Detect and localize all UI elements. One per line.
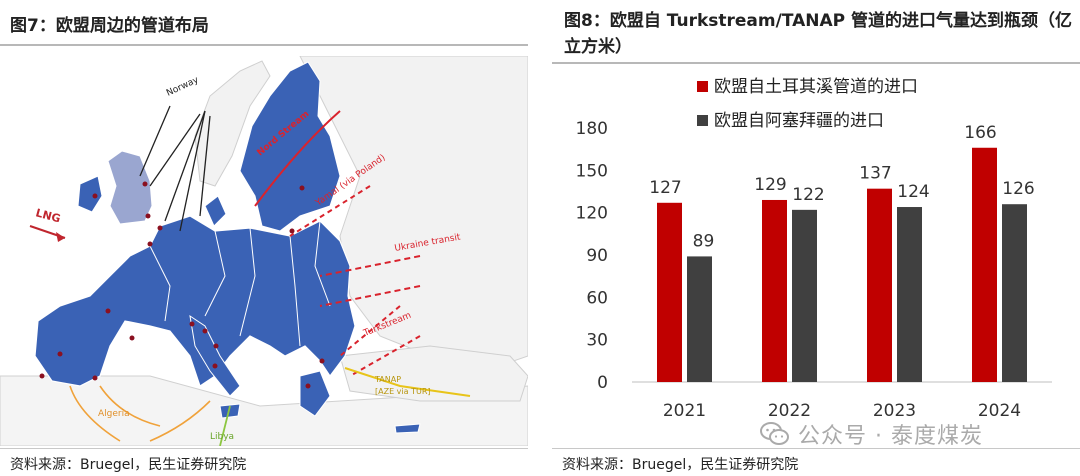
label-algeria: Algeria (98, 409, 130, 419)
data-label: 89 (693, 231, 715, 251)
bar-azerbaijan (897, 207, 922, 382)
turkey-landmass (339, 345, 528, 402)
left-figure-panel: 图7：欧盟周边的管道布局 (0, 0, 528, 476)
y-tick-label: 90 (586, 246, 608, 266)
lng-terminals (39, 181, 325, 389)
y-tick-label: 0 (597, 373, 608, 393)
europe-map-svg: Norway Nord Stream Yamal (via Poland) Uk… (0, 56, 528, 446)
algeria-pipelines (69, 385, 211, 442)
legend-swatch (697, 81, 708, 92)
europe-pipeline-map: Norway Nord Stream Yamal (via Poland) Uk… (0, 56, 528, 446)
bar-azerbaijan (687, 256, 712, 382)
bar-turkstream (657, 202, 682, 382)
label-libya: Libya (210, 432, 234, 442)
bar-turkstream (972, 147, 997, 382)
legend-swatch (697, 115, 708, 126)
right-source: 资料来源：Bruegel，民生证券研究院 (562, 457, 799, 473)
lng-arrowhead (56, 232, 65, 242)
data-label: 137 (859, 164, 891, 184)
data-label: 127 (649, 178, 681, 198)
crete (394, 423, 421, 434)
bar-azerbaijan (1002, 204, 1027, 382)
wechat-icon (760, 421, 790, 447)
data-label: 126 (1002, 179, 1034, 199)
label-tanap-2: [AZE via TUR] (375, 387, 431, 396)
label-lng: LNG (34, 206, 62, 225)
x-tick-label: 2021 (663, 401, 706, 421)
label-tanap-1: TANAP (374, 375, 401, 384)
norway-pipelines (139, 105, 211, 232)
red-pipelines (254, 110, 421, 377)
denmark (204, 195, 227, 227)
y-tick-label: 150 (576, 161, 608, 181)
y-tick-label: 30 (586, 331, 608, 351)
right-source-rule (552, 448, 1080, 449)
data-label: 122 (792, 185, 824, 205)
y-tick-label: 60 (586, 288, 608, 308)
bar-turkstream (762, 199, 787, 382)
libya-pipeline (219, 405, 231, 446)
y-tick-label: 180 (576, 119, 608, 139)
right-figure-panel: 图8：欧盟自 Turkstream/TANAP 管道的进口气量达到瓶颈（亿立方米… (552, 0, 1080, 476)
left-figure-title: 图7：欧盟周边的管道布局 (10, 16, 209, 36)
bar-chart-svg: 0 30 60 90 120 150 180 127 89 2021 129 122 2022 137 12… (576, 77, 1052, 421)
uk-landmass (107, 150, 153, 225)
bar-chart: 0 30 60 90 120 150 180 127 89 2021 129 122 2022 137 12… (576, 77, 1052, 421)
norway-landmass (194, 60, 271, 187)
x-tick-label: 2023 (873, 401, 916, 421)
data-label: 129 (754, 175, 786, 195)
left-title-rule (0, 44, 528, 46)
ireland-landmass (77, 175, 103, 213)
x-tick-label: 2022 (768, 401, 811, 421)
legend-label: 欧盟自土耳其溪管道的进口 (714, 77, 918, 97)
watermark: 公众号 · 泰度煤炭 (760, 418, 983, 450)
bar-turkstream (867, 188, 892, 382)
watermark-text: 公众号 · 泰度煤炭 (798, 424, 983, 449)
non-eu-land (299, 56, 528, 377)
right-figure-title: 图8：欧盟自 Turkstream/TANAP 管道的进口气量达到瓶颈（亿立方米… (564, 11, 1073, 57)
left-source: 资料来源：Bruegel，民生证券研究院 (10, 457, 247, 473)
legend-label: 欧盟自阿塞拜疆的进口 (714, 111, 884, 131)
sicily (219, 403, 241, 419)
internal-borders (149, 220, 331, 347)
data-label: 124 (897, 182, 929, 202)
tanap-pipeline (344, 367, 471, 397)
left-source-rule (0, 448, 528, 449)
sweden-finland (239, 61, 341, 232)
data-label: 166 (964, 123, 996, 143)
greece (299, 370, 331, 417)
x-tick-label: 2024 (978, 401, 1021, 421)
right-title-rule (552, 62, 1080, 64)
y-tick-label: 120 (576, 204, 608, 224)
bar-azerbaijan (792, 209, 817, 382)
